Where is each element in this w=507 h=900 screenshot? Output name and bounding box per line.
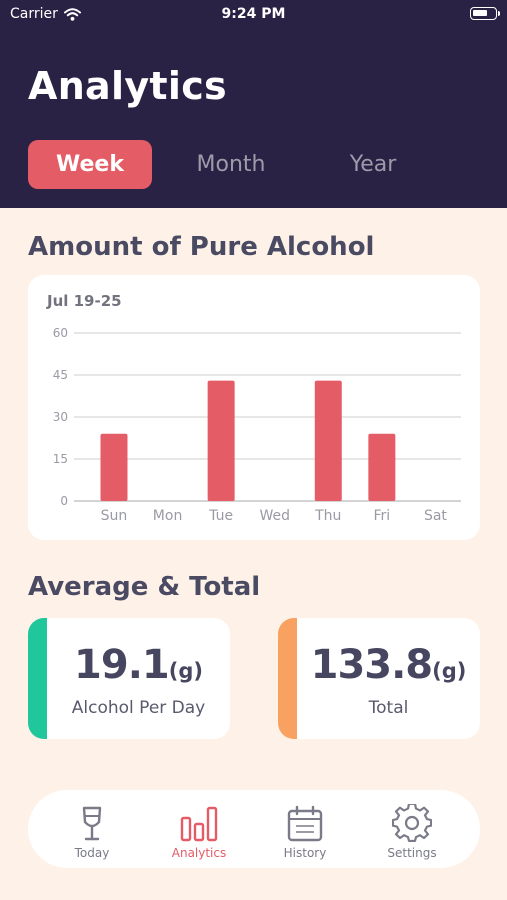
nav-today-label: Today (74, 846, 110, 860)
page-title: Analytics (28, 64, 227, 108)
bar-tue (207, 380, 235, 501)
y-tick-label: 45 (53, 368, 68, 382)
total-label: Total (368, 698, 409, 718)
average-value: 19.1(g) (47, 642, 230, 688)
total-card: 133.8(g) Total (278, 618, 480, 739)
x-tick-label: Fri (374, 508, 391, 524)
nav-settings-label: Settings (387, 846, 437, 860)
average-card: 19.1(g) Alcohol Per Day (28, 618, 230, 739)
x-tick-label: Sun (101, 508, 128, 524)
x-tick-label: Sat (424, 508, 447, 524)
bar-sun (100, 433, 128, 501)
period-tabs: Week Month Year (28, 140, 488, 189)
wine-glass-icon (82, 806, 102, 841)
header: Carrier 9:24 PM Analytics Week Month Yea… (0, 0, 507, 208)
y-tick-label: 30 (53, 410, 68, 424)
status-time: 9:24 PM (221, 6, 286, 22)
total-accent-bar (278, 618, 297, 739)
y-tick-label: 15 (53, 452, 68, 466)
average-number: 19.1 (74, 642, 170, 688)
nav-history[interactable]: History (255, 790, 355, 868)
total-unit: (g) (432, 659, 467, 683)
summary-section-title: Average & Total (28, 572, 261, 602)
total-number: 133.8 (310, 642, 434, 688)
x-tick-label: Wed (259, 508, 290, 524)
chart-card: Jul 19-25 0 15 30 45 60 Sun Mon Tue Wed Thu Fri Sat (28, 275, 480, 540)
nav-today[interactable]: Today (42, 790, 142, 868)
calendar-icon (287, 805, 323, 842)
battery-icon (470, 7, 500, 20)
status-bar: Carrier 9:24 PM (0, 0, 507, 30)
nav-history-label: History (283, 846, 327, 860)
wifi-icon (63, 7, 81, 21)
nav-analytics-label: Analytics (171, 846, 227, 860)
y-tick-label: 60 (53, 326, 68, 340)
nav-settings[interactable]: Settings (362, 790, 462, 868)
gear-icon (392, 804, 432, 842)
tab-month[interactable]: Month (196, 152, 266, 177)
nav-analytics[interactable]: Analytics (149, 790, 249, 868)
chart-date-range: Jul 19-25 (47, 292, 122, 310)
carrier-status: Carrier (10, 6, 81, 22)
average-unit: (g) (168, 659, 203, 683)
battery-level (473, 10, 487, 16)
x-tick-label: Thu (314, 508, 341, 524)
chart-section-title: Amount of Pure Alcohol (28, 232, 375, 262)
y-tick-label: 0 (60, 494, 68, 508)
carrier-label: Carrier (10, 6, 58, 22)
tab-year[interactable]: Year (349, 152, 397, 177)
average-accent-bar (28, 618, 47, 739)
average-label: Alcohol Per Day (71, 698, 206, 718)
total-value: 133.8(g) (297, 642, 480, 688)
bottom-tab-bar: Today Analytics History Settings (28, 790, 480, 868)
bar-chart: 0 15 30 45 60 Sun Mon Tue Wed Thu Fri Sat (53, 326, 461, 524)
tab-week[interactable]: Week (28, 140, 152, 189)
bar-thu (314, 380, 342, 501)
bar-fri (368, 433, 396, 501)
x-tick-label: Mon (153, 508, 183, 524)
x-tick-label: Tue (208, 508, 233, 524)
bar-chart-icon (180, 806, 218, 842)
